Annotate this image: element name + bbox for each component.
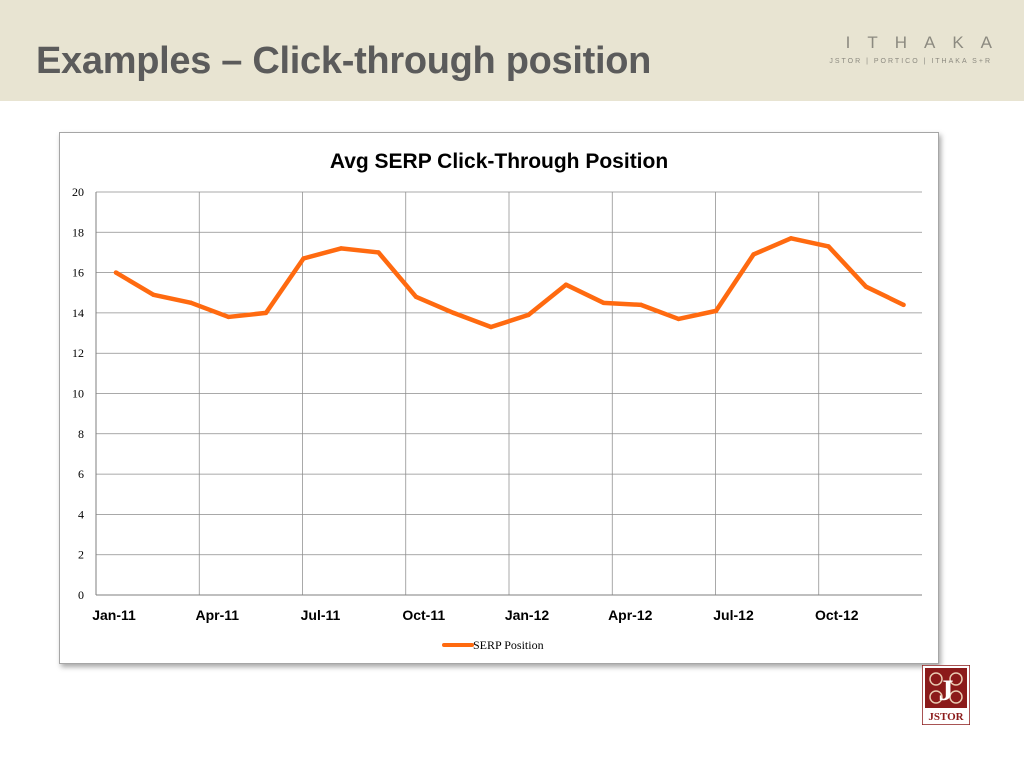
data-point [151, 292, 156, 297]
y-tick-label: 12 [72, 346, 84, 360]
brand-name: ITHAKA [845, 33, 1009, 52]
data-point [113, 270, 119, 275]
data-point [751, 252, 756, 257]
y-tick-label: 2 [78, 548, 84, 562]
y-tick-label: 18 [72, 225, 84, 239]
data-point [526, 312, 531, 318]
svg-text:J: J [939, 674, 954, 707]
data-point [226, 314, 231, 320]
y-tick-label: 4 [78, 507, 84, 521]
x-tick-label: Apr-11 [195, 607, 239, 623]
jstor-logo: J JSTOR [922, 665, 970, 725]
data-point [601, 300, 606, 306]
data-point [901, 302, 906, 308]
x-tick-label: Jan-11 [92, 607, 136, 623]
data-point [376, 250, 381, 255]
data-point [826, 244, 831, 249]
data-point [863, 284, 869, 289]
y-tick-label: 14 [72, 306, 84, 320]
x-tick-label: Jan-12 [505, 607, 550, 623]
header-band: Examples – Click-through position ITHAKA… [0, 0, 1024, 101]
data-point [713, 308, 719, 314]
data-point [451, 310, 456, 316]
data-point [563, 282, 569, 287]
x-tick-label: Apr-12 [608, 607, 653, 623]
line-chart: Avg SERP Click-Through Position 0 2 4 6 8 10 1… [72, 150, 922, 652]
slide-title: Examples – Click-through position [36, 40, 652, 82]
data-point [413, 294, 419, 299]
x-tick-label: Jul-12 [713, 607, 754, 623]
data-point [638, 302, 644, 308]
data-point [488, 324, 494, 330]
legend-label-serp-position: SERP Position [473, 638, 544, 652]
y-tick-label: 6 [78, 467, 84, 481]
grid-layer [96, 191, 922, 596]
axis-layer: 0 2 4 6 8 10 12 14 16 18 20 Jan-11 Apr-11 Jul-11 Oct-1… [72, 185, 922, 623]
series-line-serp-position [113, 236, 906, 330]
data-point [676, 316, 681, 322]
data-point [188, 300, 194, 306]
data-point [301, 256, 306, 261]
x-tick-label: Oct-11 [402, 607, 445, 623]
chart-title: Avg SERP Click-Through Position [330, 150, 668, 173]
y-tick-label: 16 [72, 266, 84, 280]
data-point [788, 236, 794, 241]
legend: SERP Position [442, 638, 544, 652]
series-layer [113, 236, 906, 330]
y-tick-label: 10 [72, 387, 84, 401]
jstor-logo-text: JSTOR [928, 711, 964, 723]
brand-tagline: JSTOR | PORTICO | ITHAKA S+R [829, 58, 992, 65]
data-point [338, 246, 344, 251]
x-tick-label: Jul-11 [301, 607, 341, 623]
data-point [263, 310, 269, 316]
y-tick-label: 0 [78, 588, 84, 602]
y-tick-label: 20 [72, 185, 84, 199]
chart-frame: Avg SERP Click-Through Position 0 2 4 6 8 10 1… [59, 132, 939, 664]
ithaka-brand: ITHAKA JSTOR | PORTICO | ITHAKA S+R [829, 34, 992, 66]
y-tick-label: 8 [78, 427, 84, 441]
x-tick-label: Oct-12 [815, 607, 859, 623]
